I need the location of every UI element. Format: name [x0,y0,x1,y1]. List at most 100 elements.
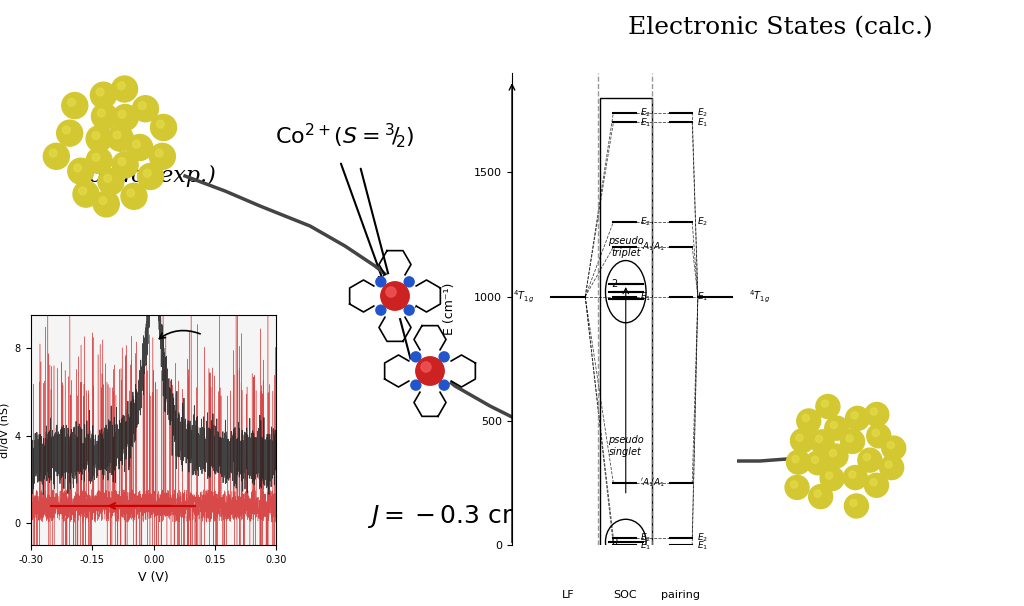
Circle shape [814,490,821,498]
Circle shape [49,149,57,157]
Circle shape [43,143,70,169]
Circle shape [143,169,152,177]
Circle shape [802,415,809,422]
Circle shape [411,352,421,362]
Circle shape [108,125,133,152]
Circle shape [127,189,134,197]
Circle shape [404,277,414,287]
Text: $'A_1$: $'A_1$ [651,241,666,253]
Circle shape [791,428,814,453]
Circle shape [112,76,137,102]
Y-axis label: E (cm⁻¹): E (cm⁻¹) [442,283,456,335]
Circle shape [118,82,125,90]
Text: $E_2$: $E_2$ [640,531,651,544]
Circle shape [829,450,837,457]
Circle shape [416,357,444,385]
Circle shape [98,168,124,195]
Text: $E_1$: $E_1$ [696,539,708,551]
Circle shape [92,132,99,139]
Circle shape [850,499,857,507]
Circle shape [121,183,147,209]
Circle shape [866,424,891,448]
Circle shape [156,149,163,157]
Circle shape [797,409,821,433]
Circle shape [118,158,126,165]
Circle shape [806,451,830,474]
Text: $E_1$: $E_1$ [696,290,708,303]
Text: $E_1$: $E_1$ [640,539,651,551]
Circle shape [97,109,105,117]
Circle shape [841,430,864,453]
Text: Kondo (exp.): Kondo (exp.) [74,165,216,187]
Circle shape [386,287,396,297]
Circle shape [851,412,858,419]
Text: $^4T_{1g}$: $^4T_{1g}$ [513,288,535,305]
Text: $E_1$: $E_1$ [640,116,651,128]
Circle shape [376,305,386,315]
Circle shape [118,110,126,118]
Circle shape [99,197,106,205]
Circle shape [824,444,848,468]
Circle shape [786,450,810,474]
Circle shape [792,456,799,463]
Circle shape [113,152,138,178]
Circle shape [86,126,112,152]
Circle shape [68,158,94,184]
Circle shape [864,473,889,498]
Y-axis label: dI/dV (nS): dI/dV (nS) [0,402,9,458]
Circle shape [56,120,83,146]
Circle shape [880,456,903,479]
Circle shape [96,88,104,96]
Circle shape [90,82,117,108]
Text: 2: 2 [611,279,617,289]
Circle shape [825,472,833,479]
Text: 0: 0 [611,537,617,547]
Text: $E_2$: $E_2$ [696,106,708,119]
Circle shape [824,416,849,440]
Circle shape [376,277,386,287]
Circle shape [91,104,118,129]
Text: $E_1$: $E_1$ [640,290,651,303]
Text: Electronic States (calc.): Electronic States (calc.) [628,16,933,39]
Circle shape [887,442,894,448]
Circle shape [411,380,421,390]
Circle shape [132,96,159,122]
Circle shape [846,435,853,442]
Circle shape [791,481,798,488]
Circle shape [849,471,856,478]
Circle shape [137,164,164,190]
Circle shape [113,104,138,130]
Circle shape [785,476,809,499]
Text: pseudo
triplet: pseudo triplet [608,236,644,258]
Circle shape [845,494,868,518]
Circle shape [869,479,878,486]
Text: $\mathrm{Co}^{2+}(S = {}^3\!/\!_2)$: $\mathrm{Co}^{2+}(S = {}^3\!/\!_2)$ [275,122,415,150]
Ellipse shape [605,261,646,323]
Circle shape [381,282,409,310]
Circle shape [872,429,880,436]
Ellipse shape [605,519,646,564]
X-axis label: V (V): V (V) [138,571,169,584]
Circle shape [373,274,417,318]
Text: $^4T_{1g}$: $^4T_{1g}$ [749,288,770,305]
Circle shape [61,93,88,119]
Circle shape [404,305,414,315]
Circle shape [93,191,119,217]
Circle shape [863,453,870,461]
Circle shape [810,430,835,454]
Circle shape [820,467,844,491]
Circle shape [74,164,82,172]
Circle shape [421,362,431,372]
Circle shape [846,407,869,430]
Circle shape [882,436,905,460]
Circle shape [73,181,99,207]
Text: $E_2$: $E_2$ [640,216,651,228]
Circle shape [815,435,822,442]
Text: pseudo
singlet: pseudo singlet [608,435,644,457]
Circle shape [92,153,99,161]
Text: pairing: pairing [662,590,700,600]
Circle shape [150,144,175,170]
Text: LF: LF [562,590,574,600]
Circle shape [811,456,818,464]
Circle shape [151,115,176,141]
